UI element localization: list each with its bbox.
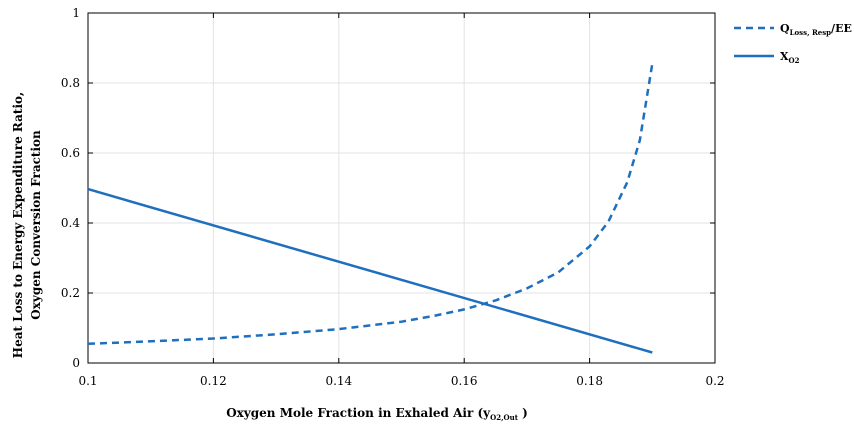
- tick-layer: 0.1 0.12 0.14 0.16 0.18 0.2 0 0.2 0.4 0.6 0.8 1: [61, 6, 725, 388]
- x-tick-label: 0.16: [451, 374, 478, 388]
- x-axis-label-main: Oxygen Mole Fraction in Exhaled Air (y: [226, 406, 491, 420]
- y-tick-label: 0.4: [61, 216, 80, 230]
- legend-label-subscript: O2: [789, 56, 800, 65]
- x-tick-label: 0.1: [78, 374, 97, 388]
- series-line-x-o2: [87, 187, 653, 354]
- x-axis-label-close: ): [518, 406, 528, 420]
- legend-label-subscript: Loss, Resp: [790, 28, 832, 37]
- legend-label-tail: /EE: [831, 22, 852, 35]
- y-axis-label-line-2: Oxygen Conversion Fraction: [29, 130, 43, 320]
- x-axis-label-subscript: O2,Out: [490, 413, 519, 422]
- legend: QLoss, Resp/EE XO2: [734, 22, 852, 65]
- y-tick-label: 0: [72, 356, 80, 370]
- x-tick-label: 0.14: [325, 374, 352, 388]
- series-line-q-loss: [87, 63, 654, 346]
- x-tick-label: 0.18: [576, 374, 603, 388]
- legend-label-main: Q: [780, 22, 790, 35]
- y-tick-label: 0.8: [61, 76, 80, 90]
- grid-layer: [87, 12, 716, 364]
- series-layer: [87, 63, 654, 354]
- x-tick-label: 0.12: [200, 374, 227, 388]
- legend-label-x-o2: XO2: [780, 50, 800, 65]
- legend-label-q-loss: QLoss, Resp/EE: [780, 22, 852, 37]
- y-axis-label-line-1: Heat Loss to Energy Expenditure Ratio,: [11, 92, 25, 358]
- x-tick-label: 0.2: [705, 374, 724, 388]
- plot-frame: [87, 12, 716, 364]
- y-tick-label: 0.2: [61, 286, 80, 300]
- legend-label-main: X: [780, 50, 789, 63]
- y-tick-label: 0.6: [61, 146, 80, 160]
- y-tick-label: 1: [72, 6, 80, 20]
- x-axis-label: Oxygen Mole Fraction in Exhaled Air (yO2…: [226, 406, 528, 422]
